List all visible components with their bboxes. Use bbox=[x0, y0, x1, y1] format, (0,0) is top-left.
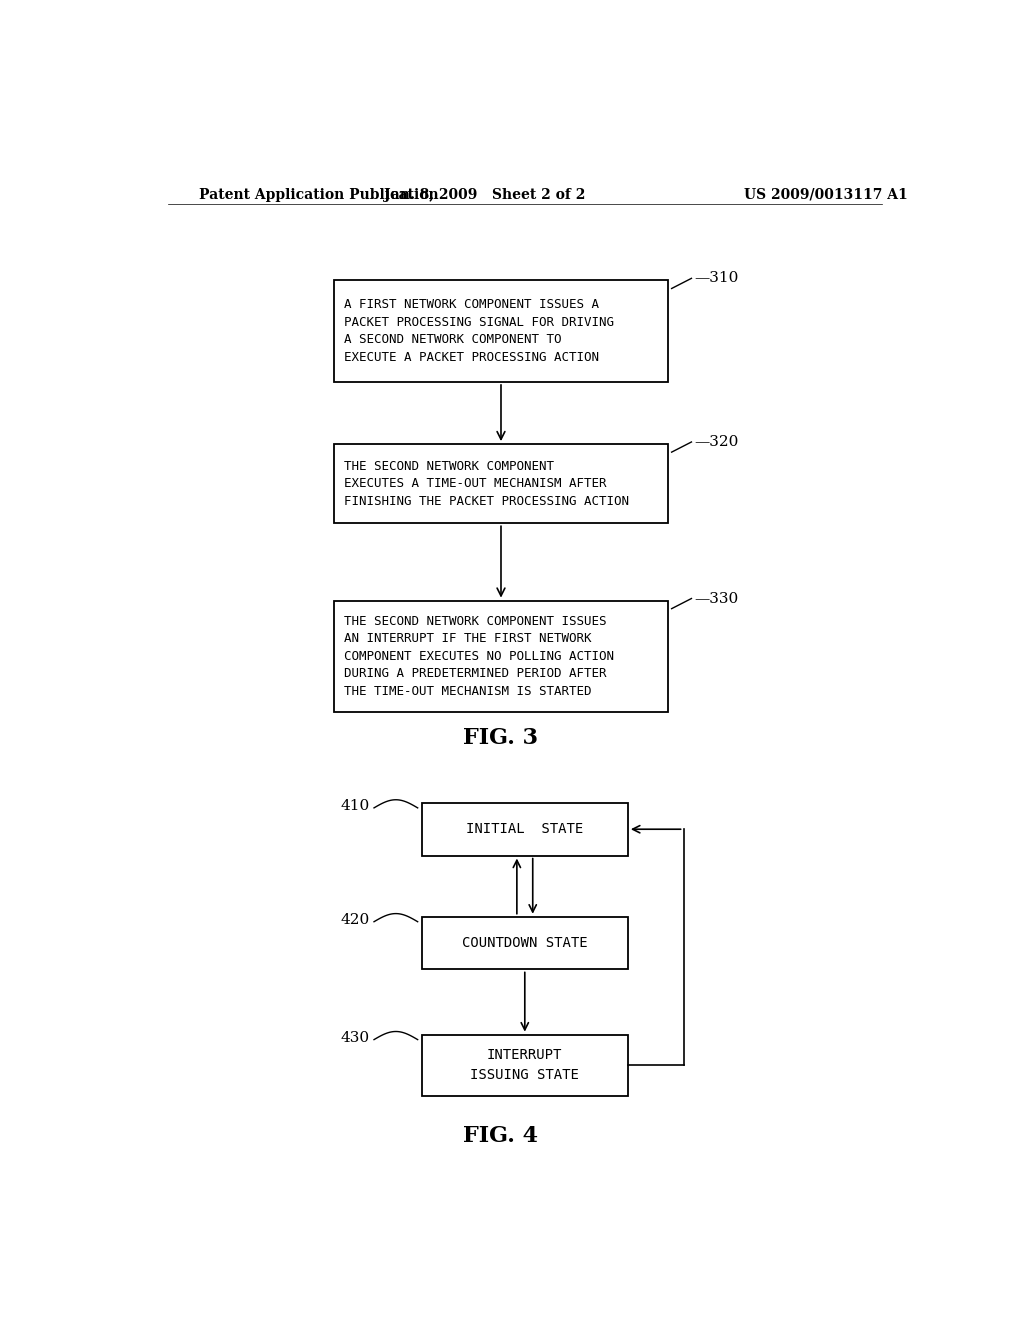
Bar bbox=[334, 280, 668, 381]
Bar bbox=[334, 444, 668, 523]
Text: 410: 410 bbox=[341, 799, 370, 813]
Text: A FIRST NETWORK COMPONENT ISSUES A
PACKET PROCESSING SIGNAL FOR DRIVING
A SECOND: A FIRST NETWORK COMPONENT ISSUES A PACKE… bbox=[344, 298, 613, 364]
Text: THE SECOND NETWORK COMPONENT ISSUES
AN INTERRUPT IF THE FIRST NETWORK
COMPONENT : THE SECOND NETWORK COMPONENT ISSUES AN I… bbox=[344, 615, 613, 698]
Text: COUNTDOWN STATE: COUNTDOWN STATE bbox=[462, 936, 588, 950]
Text: 420: 420 bbox=[341, 912, 370, 927]
Bar bbox=[422, 803, 628, 855]
Text: THE SECOND NETWORK COMPONENT
EXECUTES A TIME-OUT MECHANISM AFTER
FINISHING THE P: THE SECOND NETWORK COMPONENT EXECUTES A … bbox=[344, 459, 629, 508]
Text: Patent Application Publication: Patent Application Publication bbox=[200, 187, 439, 202]
Bar bbox=[334, 601, 668, 713]
Bar bbox=[422, 916, 628, 969]
Text: US 2009/0013117 A1: US 2009/0013117 A1 bbox=[744, 187, 908, 202]
Text: INITIAL  STATE: INITIAL STATE bbox=[466, 822, 584, 837]
Text: FIG. 4: FIG. 4 bbox=[464, 1125, 539, 1147]
Bar bbox=[422, 1035, 628, 1096]
Text: INTERRUPT
ISSUING STATE: INTERRUPT ISSUING STATE bbox=[470, 1048, 580, 1082]
Text: Jan. 8, 2009   Sheet 2 of 2: Jan. 8, 2009 Sheet 2 of 2 bbox=[384, 187, 586, 202]
Text: —320: —320 bbox=[694, 436, 738, 449]
Text: FIG. 3: FIG. 3 bbox=[464, 727, 539, 748]
Text: 430: 430 bbox=[341, 1031, 370, 1044]
Text: —310: —310 bbox=[694, 272, 738, 285]
Text: —330: —330 bbox=[694, 591, 738, 606]
